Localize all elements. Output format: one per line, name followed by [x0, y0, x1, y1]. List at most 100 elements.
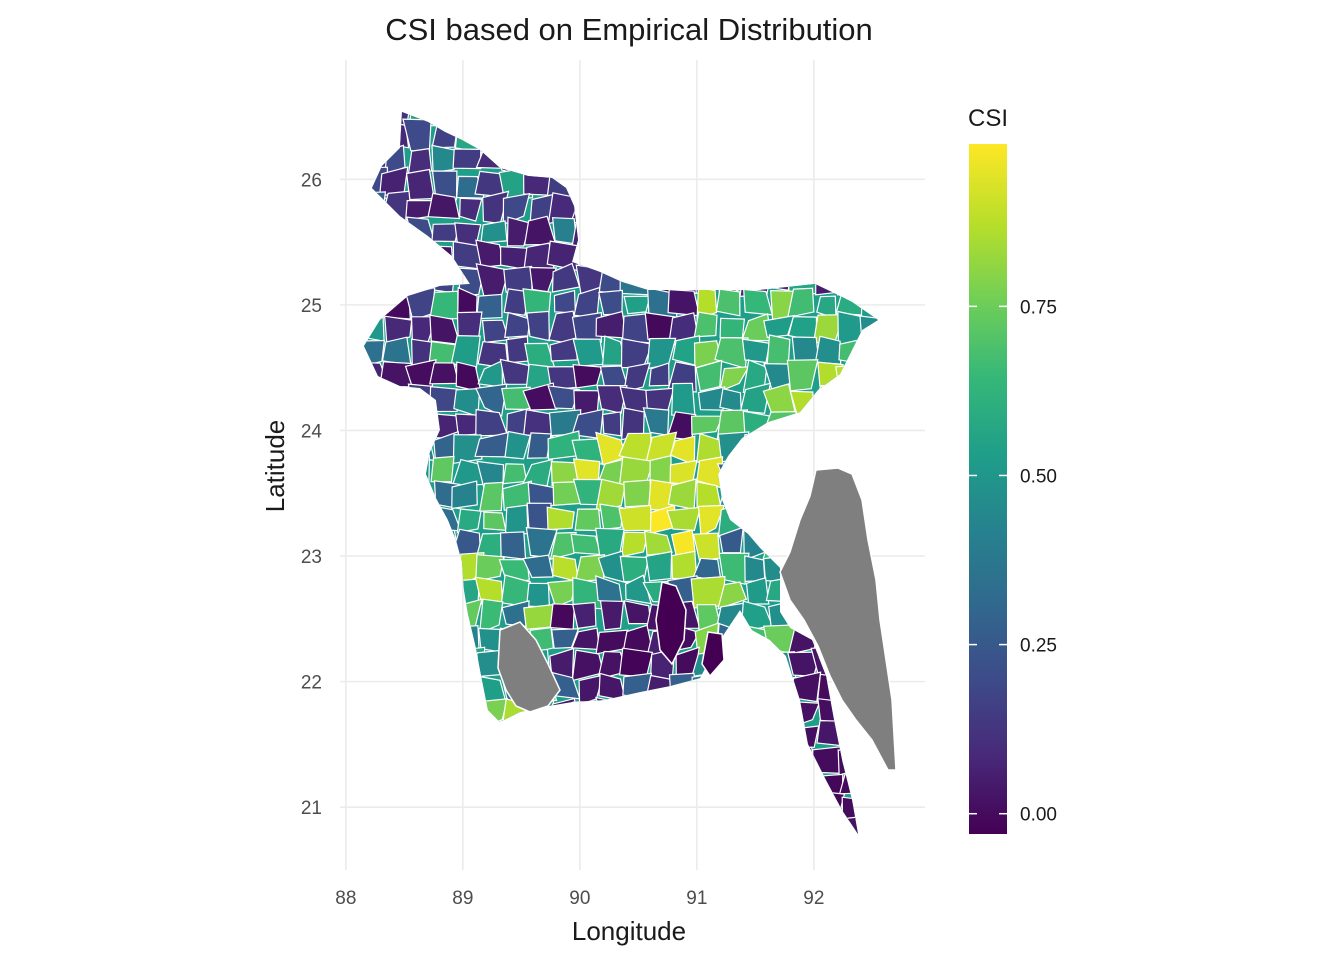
district-region — [693, 145, 720, 175]
district-region — [380, 551, 413, 585]
district-region — [884, 143, 912, 175]
district-region — [622, 694, 647, 729]
district-region — [552, 148, 582, 171]
district-region — [789, 746, 817, 772]
district-region — [889, 461, 916, 487]
y-tick-label: 21 — [301, 798, 322, 819]
district-region — [690, 415, 724, 436]
district-region — [646, 720, 676, 748]
district-region — [741, 338, 771, 364]
district-region — [451, 724, 485, 753]
district-region — [571, 601, 597, 630]
district-region — [887, 338, 912, 367]
district-region — [454, 625, 480, 656]
district-region — [744, 555, 766, 583]
district-region — [499, 531, 527, 560]
district-region — [619, 746, 649, 775]
district-region — [572, 746, 601, 772]
x-axis-title: Longitude — [572, 916, 686, 946]
district-region — [431, 170, 458, 201]
southeast-hills-missing — [779, 467, 897, 771]
district-region — [741, 790, 771, 822]
district-region — [522, 382, 558, 411]
district-region — [719, 526, 744, 554]
district-region — [429, 650, 461, 681]
district-region — [698, 119, 723, 154]
district-region — [669, 195, 693, 223]
district-region — [384, 239, 414, 274]
district-region — [402, 244, 431, 268]
district-region — [693, 311, 718, 338]
district-region — [770, 112, 795, 130]
district-region — [378, 292, 411, 320]
district-region — [571, 311, 603, 343]
district-region — [364, 112, 387, 128]
district-region — [718, 552, 750, 585]
x-tick-label: 92 — [803, 888, 824, 909]
district-region — [787, 214, 817, 249]
district-region — [887, 770, 909, 798]
district-region — [404, 557, 429, 579]
district-region — [364, 743, 386, 771]
district-region — [697, 504, 726, 538]
district-region — [458, 267, 485, 297]
district-region — [623, 295, 651, 315]
y-tick-label: 25 — [301, 296, 322, 317]
district-region — [763, 314, 795, 339]
district-region — [504, 504, 529, 535]
district-region — [719, 366, 750, 393]
district-region — [384, 694, 406, 727]
district-region — [840, 149, 862, 172]
district-region — [571, 816, 600, 834]
district-region — [837, 216, 863, 250]
district-region — [549, 531, 577, 561]
district-region — [364, 120, 388, 154]
district-region — [793, 725, 820, 748]
district-region — [547, 385, 581, 410]
district-region — [378, 598, 412, 630]
district-region — [671, 382, 696, 417]
district-region — [364, 721, 386, 748]
district-region — [763, 240, 798, 271]
district-region — [817, 166, 843, 202]
district-region — [885, 100, 917, 127]
district-region — [738, 144, 771, 170]
district-region — [571, 437, 605, 465]
district-region — [817, 698, 845, 724]
district-region — [618, 647, 654, 678]
district-region — [816, 143, 844, 175]
district-region — [595, 169, 627, 195]
district-region — [786, 170, 821, 193]
district-region — [479, 598, 504, 634]
district-region — [770, 720, 794, 750]
district-region — [596, 719, 627, 748]
district-region — [886, 126, 916, 152]
district-region — [666, 506, 702, 532]
district-region — [379, 527, 413, 560]
district-region — [786, 122, 819, 148]
district-region — [716, 720, 742, 750]
district-region — [546, 119, 581, 153]
district-region — [859, 454, 878, 484]
district-region — [790, 432, 821, 459]
district-region — [364, 191, 387, 223]
district-region — [714, 767, 743, 802]
district-region — [620, 531, 649, 558]
district-region — [475, 145, 504, 169]
district-region — [835, 265, 864, 296]
district-region — [738, 456, 772, 488]
district-region — [431, 144, 459, 174]
district-region — [364, 769, 388, 799]
district-region — [763, 748, 792, 778]
district-region — [624, 172, 645, 199]
district-region — [671, 550, 698, 580]
district-region — [477, 766, 508, 801]
district-region — [405, 699, 438, 728]
district-region — [839, 169, 865, 198]
district-region — [624, 149, 653, 174]
district-region — [865, 166, 878, 199]
district-region — [619, 112, 653, 129]
district-region — [740, 742, 768, 775]
y-tick-label: 24 — [301, 421, 323, 442]
district-region — [886, 361, 914, 391]
